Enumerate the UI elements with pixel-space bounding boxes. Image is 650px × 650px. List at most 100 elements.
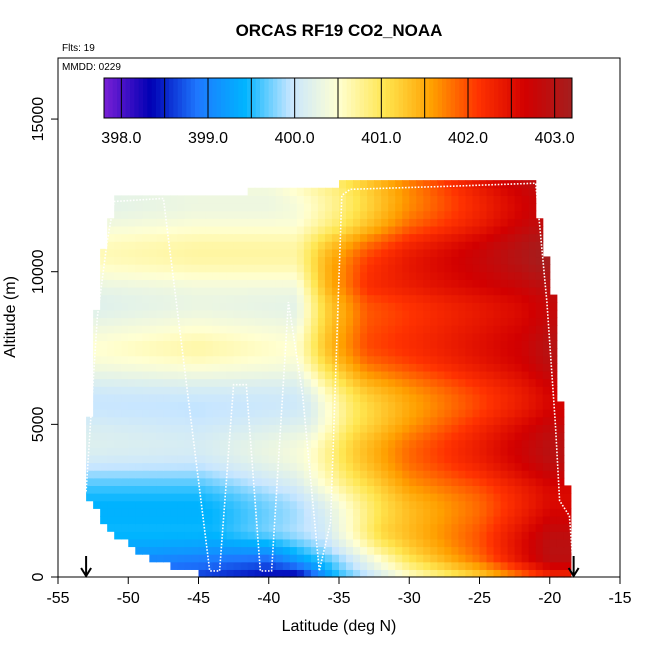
- heatmap-cell: [353, 569, 361, 578]
- heatmap-cell: [549, 317, 558, 326]
- heatmap-cell: [493, 225, 502, 235]
- heatmap-cell: [142, 340, 150, 349]
- heatmap-cell: [324, 431, 333, 441]
- heatmap-cell: [458, 401, 467, 410]
- heatmap-cell: [261, 256, 270, 265]
- heatmap-cell: [205, 340, 214, 349]
- heatmap-cell: [514, 309, 523, 319]
- heatmap-cell: [514, 233, 523, 242]
- heatmap-cell: [535, 569, 544, 578]
- heatmap-cell: [135, 538, 143, 548]
- heatmap-cell: [219, 454, 228, 464]
- heatmap-cell: [149, 416, 157, 425]
- heatmap-cell: [430, 485, 438, 494]
- heatmap-cell: [479, 485, 488, 494]
- heatmap-cell: [542, 515, 551, 525]
- heatmap-cell: [163, 454, 172, 464]
- heatmap-cell: [556, 523, 565, 532]
- heatmap-cell: [535, 470, 544, 479]
- heatmap-cell: [184, 332, 193, 341]
- heatmap-cell: [156, 218, 164, 227]
- heatmap-cell: [149, 271, 157, 280]
- heatmap-cell: [205, 493, 214, 502]
- heatmap-cell: [381, 355, 389, 364]
- heatmap-cell: [121, 477, 129, 487]
- heatmap-cell: [261, 271, 270, 280]
- heatmap-cell: [296, 241, 305, 250]
- heatmap-cell: [367, 355, 375, 364]
- heatmap-cell: [458, 424, 467, 433]
- colorbar-cell: [151, 78, 157, 118]
- heatmap-cell: [479, 393, 488, 403]
- heatmap-cell: [353, 554, 361, 563]
- heatmap-cell: [198, 439, 207, 448]
- heatmap-cell: [205, 355, 214, 364]
- colorbar-cell: [481, 78, 486, 118]
- colorbar-cell: [286, 78, 291, 118]
- heatmap-cell: [402, 500, 410, 509]
- heatmap-cell: [268, 454, 277, 464]
- heatmap-cell: [486, 294, 495, 303]
- heatmap-cell: [331, 561, 340, 570]
- heatmap-cell: [346, 493, 354, 502]
- heatmap-cell: [381, 218, 389, 227]
- heatmap-cell: [535, 424, 544, 433]
- heatmap-cell: [500, 454, 509, 464]
- heatmap-cell: [381, 523, 389, 532]
- heatmap-cell: [310, 355, 319, 364]
- colorbar-cell: [156, 78, 161, 118]
- heatmap-cell: [423, 424, 431, 433]
- heatmap-cell: [437, 210, 445, 219]
- heatmap-cell: [177, 355, 186, 364]
- heatmap-cell: [268, 355, 277, 364]
- heatmap-cell: [444, 431, 452, 441]
- heatmap-cell: [198, 363, 207, 372]
- heatmap-cell: [296, 210, 305, 219]
- heatmap-cell: [331, 248, 340, 258]
- heatmap-cell: [289, 515, 298, 525]
- heatmap-cell: [360, 447, 368, 456]
- heatmap-cell: [507, 554, 516, 563]
- heatmap-cell: [451, 302, 460, 311]
- heatmap-cell: [451, 378, 460, 387]
- heatmap-cell: [121, 210, 129, 219]
- heatmap-cell: [310, 325, 319, 334]
- heatmap-cell: [339, 187, 347, 196]
- heatmap-cell: [360, 233, 368, 242]
- heatmap-cell: [409, 409, 417, 418]
- colorbar-cell: [424, 78, 430, 118]
- heatmap-cell: [219, 286, 228, 296]
- heatmap-cell: [191, 203, 200, 212]
- heatmap-cell: [395, 225, 403, 235]
- heatmap-cell: [549, 309, 558, 319]
- heatmap-cell: [360, 508, 368, 517]
- heatmap-cell: [521, 470, 530, 479]
- heatmap-cell: [374, 439, 382, 448]
- heatmap-cell: [149, 515, 157, 525]
- heatmap-cell: [121, 294, 129, 303]
- heatmap-cell: [205, 370, 214, 380]
- heatmap-cell: [142, 401, 150, 410]
- heatmap-cell: [177, 554, 186, 563]
- heatmap-cell: [212, 309, 221, 319]
- heatmap-cell: [353, 386, 361, 395]
- heatmap-cell: [128, 493, 136, 502]
- heatmap-cell: [331, 439, 340, 448]
- heatmap-cell: [170, 332, 179, 341]
- heatmap-cell: [360, 271, 368, 280]
- heatmap-cell: [542, 538, 551, 548]
- colorbar-cell: [355, 78, 361, 118]
- heatmap-cell: [128, 264, 136, 273]
- heatmap-cell: [198, 225, 207, 235]
- heatmap-cell: [205, 332, 214, 341]
- heatmap-cell: [542, 302, 551, 311]
- heatmap-cell: [381, 248, 389, 258]
- heatmap-cell: [142, 332, 150, 341]
- colorbar-cell: [294, 78, 300, 118]
- heatmap-cell: [402, 462, 410, 471]
- heatmap-cell: [542, 348, 551, 357]
- heatmap-cell: [135, 546, 143, 555]
- heatmap-cell: [346, 393, 354, 403]
- heatmap-cell: [444, 569, 452, 578]
- heatmap-cell: [128, 218, 136, 227]
